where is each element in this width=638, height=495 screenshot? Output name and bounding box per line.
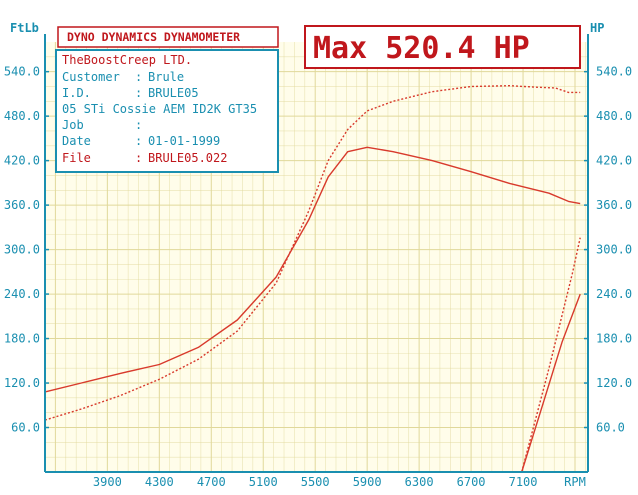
y-tick-right: 540.0 [596,65,632,79]
info-key-customer: Customer [62,70,120,84]
x-tick-label: 5100 [249,475,278,489]
max-box [304,25,581,69]
x-tick-label: 3900 [93,475,122,489]
left-axis-unit: FtLb [10,21,39,35]
y-tick-right: 300.0 [596,243,632,257]
y-tick-right: 60.0 [596,421,625,435]
tick-labels: 60.0 120.0 180.0 240.0 300.0 360.0 420.0 480.0 5… [4,65,632,489]
torque-curve [44,146,581,393]
info-value-id: BRULE05 [148,86,199,100]
y-tick-left: 480.0 [4,109,40,123]
y-tick-left: 360.0 [4,198,40,212]
y-tick-right: 420.0 [596,154,632,168]
y-tick-right: 120.0 [596,376,632,390]
info-sep-job: : [135,118,142,132]
y-tick-left: 540.0 [4,65,40,79]
title-box [57,26,279,48]
info-value-date: 01-01-1999 [148,134,220,148]
x-tick-label: 6700 [457,475,486,489]
curves [44,84,581,473]
info-value-file: BRULE05.022 [148,151,227,165]
chart-title: DYNO DYNAMICS DYNAMOMETER [67,30,240,44]
power-curve [521,237,581,473]
right-axis-unit: HP [590,21,604,35]
info-box [55,49,279,173]
info-key-job: Job [62,118,84,132]
info-sep-file: : [135,151,142,165]
x-tick-label: 4300 [145,475,174,489]
x-tick-label: 7100 [509,475,538,489]
y-tick-left: 420.0 [4,154,40,168]
info-key-id: I.D. [62,86,91,100]
info-sep-customer: : [135,70,142,84]
torque-curve [521,293,581,473]
info-key-date: Date [62,134,91,148]
y-tick-left: 60.0 [11,421,40,435]
info-key-file: File [62,151,91,165]
y-tick-left: 180.0 [4,332,40,346]
y-tick-left: 120.0 [4,376,40,390]
y-tick-right: 240.0 [596,287,632,301]
y-tick-right: 180.0 [596,332,632,346]
x-tick-label: 5900 [353,475,382,489]
info-company: TheBoostCreep LTD. [62,53,192,67]
grid-lines [45,42,588,472]
power-curve [44,84,581,421]
info-vehicle: 05 STi Cossie AEM ID2K GT35 [62,102,257,116]
x-tick-label: 6300 [405,475,434,489]
info-sep-date: : [135,134,142,148]
info-sep-id: : [135,86,142,100]
x-tick-label: RPM [564,475,586,489]
y-tick-right: 360.0 [596,198,632,212]
y-tick-left: 240.0 [4,287,40,301]
info-value-customer: Brule [148,70,184,84]
x-tick-label: 5500 [301,475,330,489]
y-tick-left: 300.0 [4,243,40,257]
y-tick-right: 480.0 [596,109,632,123]
x-tick-label: 4700 [197,475,226,489]
max-hp-label: Max 520.4 HP [313,31,530,66]
